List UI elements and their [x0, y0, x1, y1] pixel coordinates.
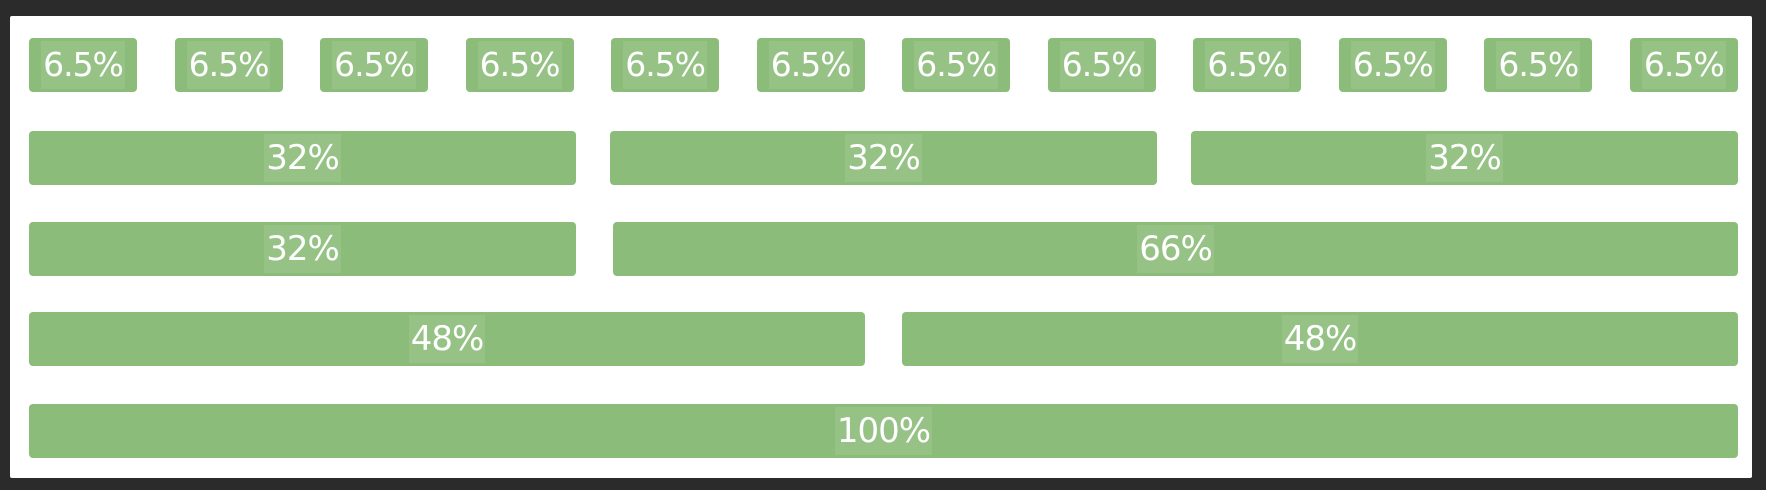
grid-cell-48: 48% [902, 312, 1738, 366]
grid-cell-6.5: 6.5% [1338, 38, 1447, 92]
grid-cell-32: 32% [29, 222, 576, 276]
grid-cell-6.5: 6.5% [1629, 38, 1738, 92]
grid-cell-6.5: 6.5% [465, 38, 574, 92]
grid-cell-6.5: 6.5% [902, 38, 1011, 92]
cell-label: 48% [408, 315, 486, 363]
cell-label: 6.5% [914, 41, 999, 89]
grid-cell-32: 32% [610, 131, 1157, 185]
grid-row-full-width: 100% [29, 404, 1738, 458]
grid-cell-32: 32% [1191, 131, 1738, 185]
cell-label: 6.5% [1641, 41, 1726, 89]
grid-cell-6.5: 6.5% [1484, 38, 1593, 92]
cell-label: 6.5% [623, 41, 708, 89]
grid-cell-6.5: 6.5% [611, 38, 720, 92]
cell-label: 6.5% [477, 41, 562, 89]
grid-row-two-halves: 48% 48% [29, 312, 1738, 366]
grid-cell-32: 32% [29, 131, 576, 185]
grid-row-three-columns: 32% 32% 32% [29, 131, 1738, 185]
cell-label: 100% [834, 407, 933, 455]
grid-cell-100: 100% [29, 404, 1738, 458]
cell-label: 6.5% [41, 41, 125, 89]
cell-label: 66% [1137, 225, 1214, 273]
grid-cell-66: 66% [613, 222, 1738, 276]
cell-label: 6.5% [1205, 41, 1290, 89]
cell-label: 6.5% [1059, 41, 1144, 89]
grid-cell-6.5: 6.5% [756, 38, 865, 92]
cell-label: 6.5% [332, 41, 416, 89]
cell-label: 6.5% [1496, 41, 1581, 89]
grid-cell-6.5: 6.5% [174, 38, 283, 92]
grid-row-one-third-two-thirds: 32% 66% [29, 222, 1738, 276]
cell-label: 6.5% [768, 41, 853, 89]
grid-cell-6.5: 6.5% [1047, 38, 1156, 92]
cell-label: 32% [1426, 134, 1503, 182]
grid-frame: 6.5% 6.5% 6.5% 6.5% 6.5% 6.5% 6.5% 6.5% … [10, 16, 1752, 478]
grid-cell-6.5: 6.5% [320, 38, 429, 92]
cell-label: 32% [845, 134, 922, 182]
grid-row-twelve-columns: 6.5% 6.5% 6.5% 6.5% 6.5% 6.5% 6.5% 6.5% … [29, 38, 1738, 92]
cell-label: 32% [264, 134, 341, 182]
grid-cell-6.5: 6.5% [1193, 38, 1302, 92]
cell-label: 6.5% [186, 41, 271, 89]
cell-label: 32% [264, 225, 341, 273]
cell-label: 48% [1281, 315, 1359, 363]
grid-cell-48: 48% [29, 312, 865, 366]
grid-cell-6.5: 6.5% [29, 38, 137, 92]
cell-label: 6.5% [1350, 41, 1435, 89]
